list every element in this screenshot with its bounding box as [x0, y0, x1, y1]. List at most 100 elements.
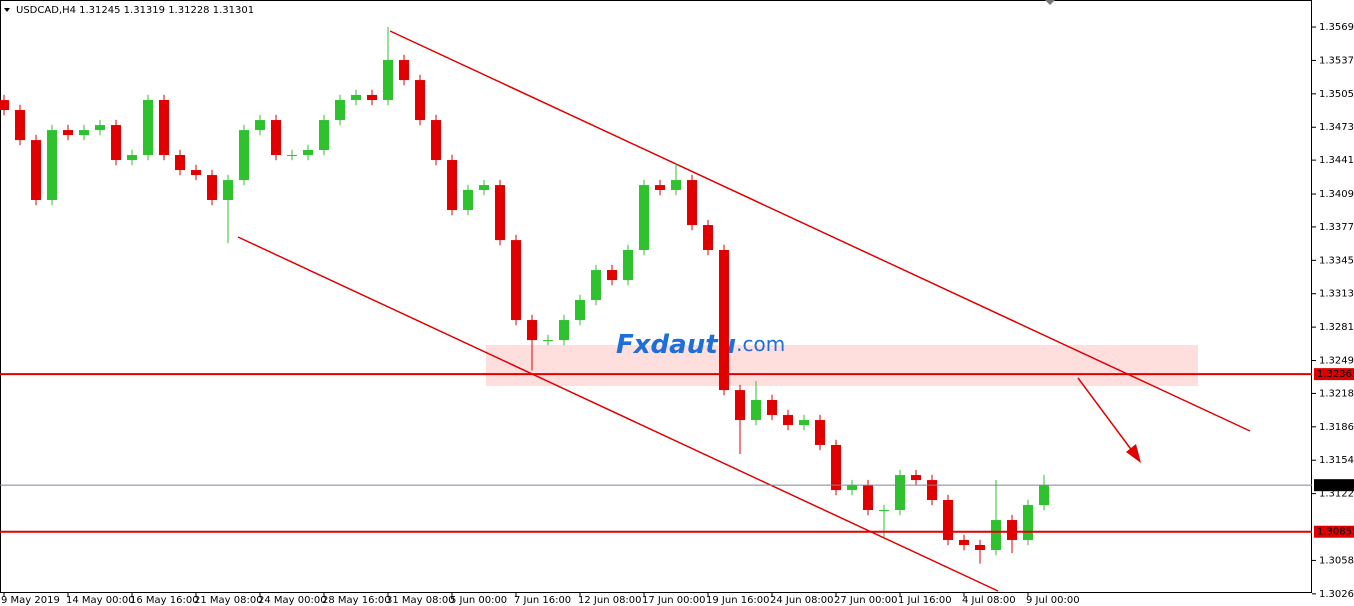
scroll-marker	[1045, 0, 1055, 5]
y-tick-label: 1.33135	[1319, 289, 1354, 300]
candle-body	[159, 99, 169, 156]
y-tick-label: 1.33775	[1319, 222, 1354, 233]
candle-body	[239, 130, 249, 181]
x-tick-label: 12 Jun 08:00	[578, 595, 642, 606]
x-tick-label: 9 Jul 00:00	[1026, 595, 1080, 606]
candle-body	[47, 130, 57, 200]
candle-body	[303, 149, 313, 156]
candle-body	[783, 415, 793, 426]
x-tick-label: 27 Jun 00:00	[834, 595, 898, 606]
candle-body	[863, 485, 873, 511]
candle-body	[383, 60, 393, 100]
candle-body	[495, 185, 505, 241]
candle-body	[15, 110, 25, 141]
candle-body	[559, 320, 569, 341]
candle-body	[879, 510, 889, 512]
x-tick-label: 31 May 08:00	[386, 595, 455, 606]
candle-body	[847, 485, 857, 491]
candle-body	[0, 100, 9, 111]
candle-body	[207, 175, 217, 200]
candle-body	[895, 475, 905, 511]
y-tick-label: 1.35370	[1319, 55, 1354, 66]
candle-body	[447, 160, 457, 211]
y-tick-label: 1.32180	[1319, 388, 1354, 399]
x-tick-label: 1 Jul 16:00	[898, 595, 952, 606]
candle-body	[751, 399, 761, 421]
channel-upper	[389, 30, 1251, 432]
overlay: 1.32365 1.31301 1.30855	[0, 368, 1354, 538]
candle-body	[591, 270, 601, 300]
y-tick-label: 1.32495	[1319, 356, 1354, 367]
candle-body	[127, 155, 137, 161]
price-label: 1.31301	[1317, 480, 1354, 491]
candle-body	[959, 539, 969, 545]
candle-body	[815, 420, 825, 445]
candle-body	[975, 544, 985, 550]
candle-body	[991, 520, 1001, 550]
price-label-box	[1314, 368, 1354, 381]
candle-body	[623, 249, 633, 281]
y-tick-label: 1.30580	[1319, 555, 1354, 566]
candle-body	[527, 320, 537, 341]
candle-body	[735, 390, 745, 421]
candle-body	[671, 180, 681, 190]
candle-body	[287, 155, 297, 157]
candle-body	[639, 185, 649, 250]
candle-body	[655, 185, 665, 190]
candle-body	[543, 340, 553, 342]
price-label: 1.30855	[1317, 527, 1354, 538]
y-tick-label: 1.34415	[1319, 155, 1354, 166]
x-tick-label: 7 Jun 16:00	[514, 595, 571, 606]
y-tick-label: 1.31220	[1319, 489, 1354, 500]
candle-body	[831, 444, 841, 491]
candle-body	[463, 189, 473, 211]
candle-body	[1023, 505, 1033, 540]
watermark-suffix: .com	[736, 332, 785, 356]
arrow	[1077, 377, 1137, 457]
y-tick-label: 1.33455	[1319, 255, 1354, 266]
candle-body	[607, 270, 617, 281]
arrow-head	[1126, 444, 1141, 463]
y-tick-label: 1.31540	[1319, 455, 1354, 466]
price-label-box	[1314, 525, 1354, 538]
candle-body	[367, 94, 377, 100]
x-tick-label: 9 May 2019	[1, 595, 60, 606]
plot-frame	[0, 0, 1312, 593]
y-tick-label: 1.32815	[1319, 322, 1354, 333]
x-tick-label: 14 May 00:00	[66, 595, 135, 606]
candle-body	[767, 399, 777, 416]
candle-body	[223, 180, 233, 200]
candle-body	[511, 240, 521, 321]
candle-body	[479, 185, 489, 190]
candle-body	[719, 249, 729, 391]
x-tick-label: 24 Jun 08:00	[770, 595, 834, 606]
candle-body	[175, 155, 185, 171]
x-tick-label: 17 Jun 00:00	[642, 595, 706, 606]
candle-body	[191, 170, 201, 176]
candle-body	[1007, 520, 1017, 540]
watermark: Fxdautu.com	[616, 330, 785, 360]
y-tick-label: 1.31860	[1319, 422, 1354, 433]
candle-body	[63, 130, 73, 136]
candle-body	[143, 99, 153, 156]
candle-body	[79, 130, 89, 136]
candle-body	[943, 499, 953, 540]
candle-body	[927, 480, 937, 500]
x-tick-label: 28 May 16:00	[322, 595, 391, 606]
candle-body	[431, 120, 441, 161]
price-label-box	[1314, 479, 1354, 492]
candle-body	[351, 94, 361, 100]
y-tick-label: 1.35050	[1319, 89, 1354, 100]
x-tick-label: 19 Jun 16:00	[706, 595, 770, 606]
y-tick-label: 1.34095	[1319, 189, 1354, 200]
x-tick-label: 16 May 16:00	[130, 595, 199, 606]
candle-body	[415, 80, 425, 121]
resistance-zone	[486, 345, 1198, 386]
candle-body	[31, 140, 41, 200]
x-tick-label: 21 May 08:00	[194, 595, 263, 606]
x-tick-label: 4 Jul 08:00	[962, 595, 1016, 606]
candle-body	[575, 299, 585, 321]
y-tick-label: 1.35690	[1319, 22, 1354, 33]
